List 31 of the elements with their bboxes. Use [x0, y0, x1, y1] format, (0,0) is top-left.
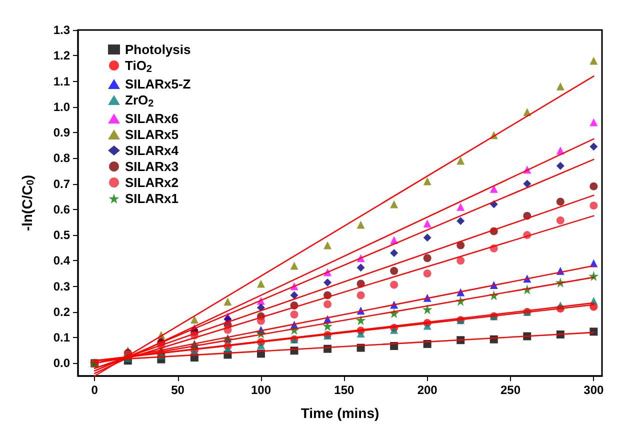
legend-label: SILARx6 — [125, 111, 178, 126]
legend-label: SILARx1 — [125, 191, 178, 206]
x-tick-label: 150 — [334, 383, 354, 397]
y-tick-label: 0.7 — [53, 176, 70, 191]
legend-label: Photolysis — [125, 42, 191, 57]
y-tick-label: 0.2 — [53, 304, 70, 319]
y-tick-label: 0.9 — [53, 126, 70, 140]
x-tick-label: 100 — [250, 383, 272, 397]
y-tick-label: 0.1 — [53, 330, 70, 345]
y-tick-label: 1.2 — [53, 48, 70, 63]
legend-label: SILARx5-Z — [125, 76, 191, 92]
legend-label: SILARx2 — [125, 175, 178, 190]
y-tick-label: 0.0 — [53, 356, 70, 370]
y-tick-label: 1.0 — [53, 100, 70, 114]
x-tick-label: 250 — [500, 383, 521, 397]
y-tick-label: 0.3 — [53, 279, 70, 294]
legend-label: SILARx3 — [125, 159, 178, 174]
legend-label: SILARx4 — [125, 143, 180, 158]
x-axis-title: Time (mins) — [300, 405, 380, 421]
y-axis-title: -ln(C/C0) — [19, 174, 36, 232]
y-tick-label: 0.4 — [53, 254, 70, 268]
x-tick-label: 0 — [91, 383, 98, 397]
y-tick-label: 0.6 — [53, 202, 70, 216]
x-tick-label: 300 — [584, 383, 604, 397]
y-tick-label: 1.3 — [53, 23, 70, 37]
y-tick-label: 0.5 — [53, 228, 70, 242]
x-tick-label: 50 — [171, 383, 185, 397]
y-tick-label: 0.8 — [53, 151, 70, 166]
x-tick-label: 200 — [417, 383, 438, 397]
y-tick-label: 1.1 — [53, 74, 70, 88]
legend-label: SILARx5 — [125, 127, 178, 142]
